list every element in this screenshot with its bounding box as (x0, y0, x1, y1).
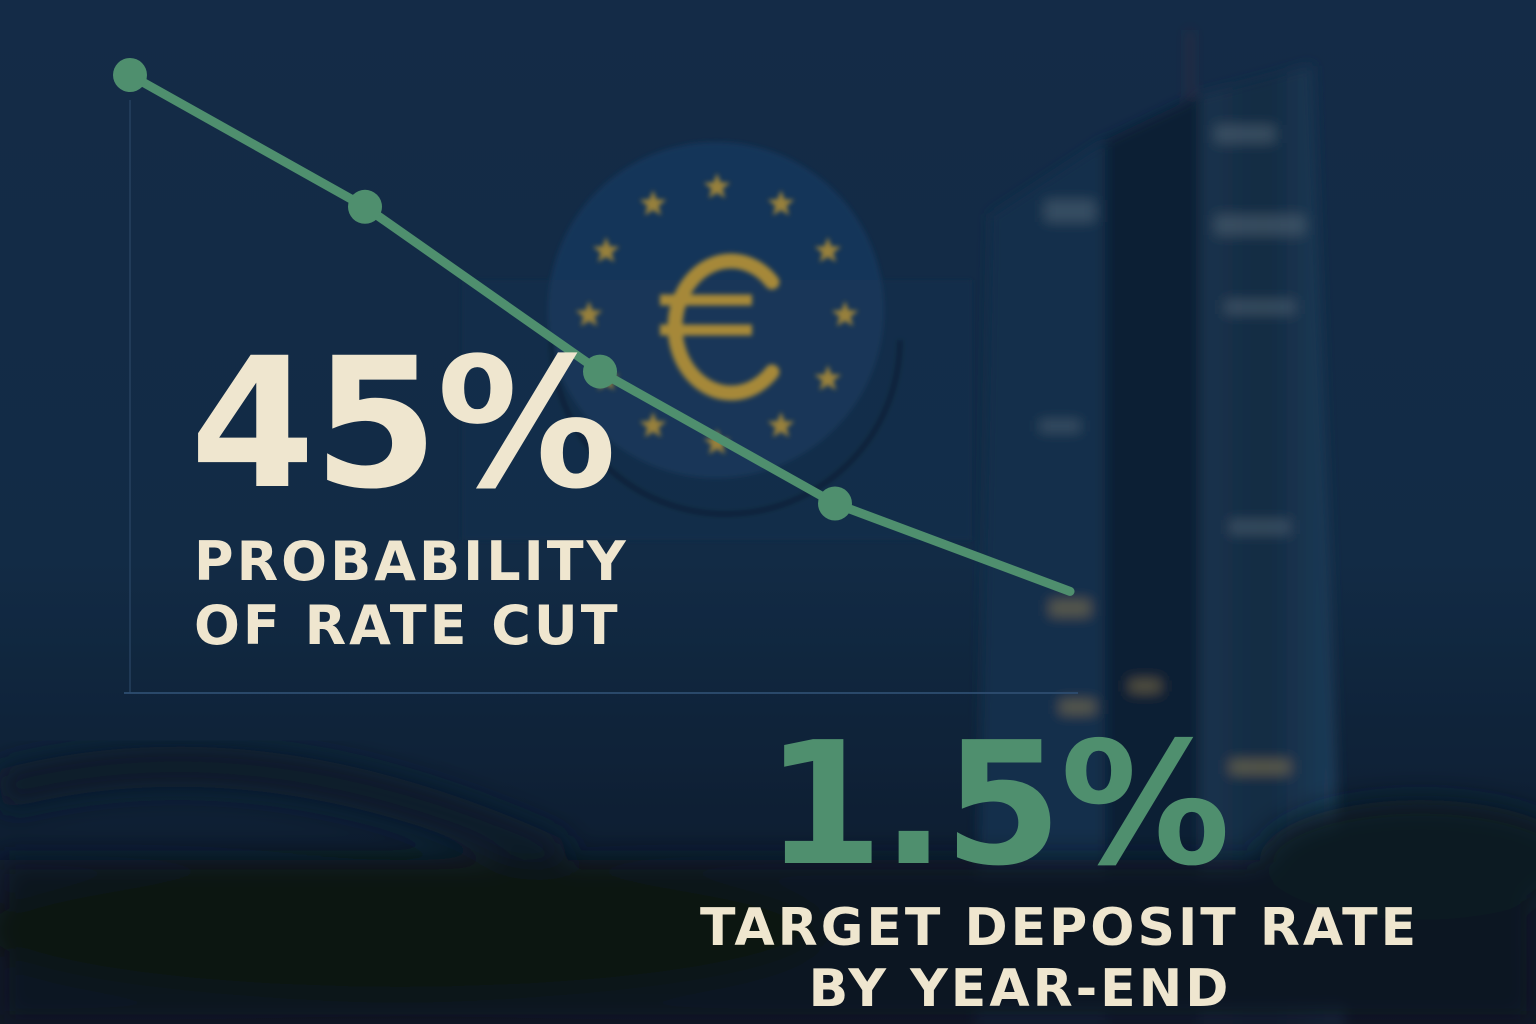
eu-star-shape (639, 411, 667, 438)
trend-data-point (348, 189, 382, 224)
eu-star-shape (831, 301, 859, 327)
primary-stat-value: 45% (190, 320, 617, 529)
trend-data-point (583, 354, 617, 389)
eu-star-shape (639, 190, 667, 216)
eu-star-shape (814, 237, 842, 263)
secondary-stat-label-line2: BY YEAR-END (808, 959, 1232, 1020)
trend-data-point (113, 58, 147, 92)
primary-stat-label: PROBABILITY OF RATE CUT (194, 530, 629, 657)
eu-star-shape (767, 411, 795, 438)
office-tower (975, 30, 1345, 1024)
eu-star-shape (575, 301, 603, 327)
trend-point-group (113, 58, 852, 521)
primary-stat-label-line2: OF RATE CUT (194, 593, 621, 657)
eu-star-shape (592, 237, 620, 263)
bridge-silhouette (0, 746, 1536, 1024)
secondary-stat-value: 1.5% (765, 706, 1230, 904)
euro-symbol-icon (660, 253, 780, 401)
secondary-stat-label-line1: TARGET DEPOSIT RATE (700, 898, 1420, 958)
euro-sculpture (462, 142, 972, 540)
primary-stat-label-line1: PROBABILITY (194, 530, 629, 593)
eu-star-shape (703, 173, 731, 199)
eu-star-shape (767, 190, 795, 216)
secondary-stat-label: TARGET DEPOSIT RATE BY YEAR-END (700, 898, 1420, 1021)
trend-data-point (818, 486, 852, 521)
eu-star-shape (814, 365, 842, 391)
